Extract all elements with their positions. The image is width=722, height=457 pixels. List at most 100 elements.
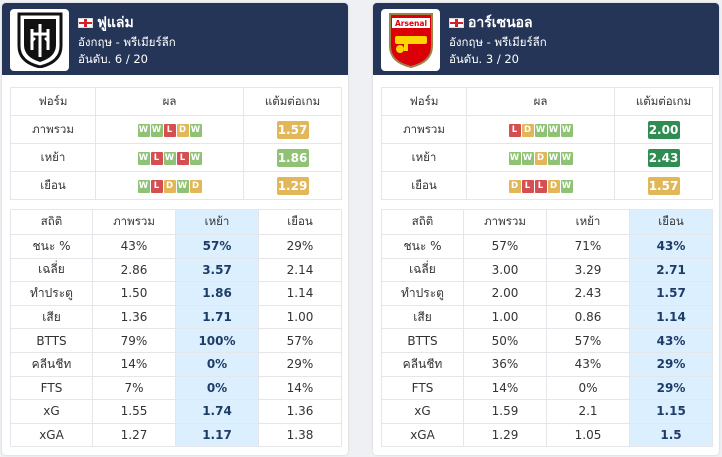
stat-label: BTTS — [10, 328, 93, 353]
form-row: เยือน D L L D W 1.57 — [381, 171, 713, 200]
form-label: เหย้า — [381, 143, 467, 172]
team-name[interactable]: ฟูแล่ม — [97, 15, 134, 31]
form-label: เยือน — [10, 171, 96, 200]
result-badge: L — [163, 123, 176, 137]
stat-value: 1.71 — [175, 304, 259, 330]
stat-value: 0% — [175, 375, 259, 401]
stat-value: 1.38 — [258, 422, 342, 448]
stat-label: FTS — [10, 375, 93, 401]
result-badge: D — [534, 151, 547, 165]
stat-value: 57% — [258, 328, 342, 353]
stats-row: เสีย 1.00 0.86 1.14 — [381, 304, 713, 330]
team-header: ฟูแล่ม อังกฤษ - พรีเมียร์ลีก อันดับ. 6 /… — [2, 3, 348, 75]
stats-row: ทำประตู 2.00 2.43 1.57 — [381, 281, 713, 306]
result-badge: W — [137, 151, 150, 165]
stat-value: 3.00 — [463, 257, 547, 283]
stat-value: 1.36 — [258, 399, 342, 424]
stat-value: 1.14 — [258, 281, 342, 306]
result-badge: W — [560, 151, 573, 165]
result-badge: W — [176, 179, 189, 193]
stat-value: 1.14 — [629, 304, 713, 330]
stat-label: xG — [10, 399, 93, 424]
points-per-game-badge: 1.86 — [276, 148, 309, 167]
stat-label: ชนะ % — [381, 234, 464, 259]
stats-row: BTTS 50% 57% 43% — [381, 328, 713, 353]
stats-header: สถิติ — [381, 209, 464, 235]
result-badge: W — [534, 123, 547, 137]
stats-row: เฉลี่ย 3.00 3.29 2.71 — [381, 257, 713, 283]
stat-value: 1.57 — [629, 281, 713, 306]
stat-value: 43% — [92, 234, 176, 259]
stats-row: เสีย 1.36 1.71 1.00 — [10, 304, 342, 330]
stats-header[interactable]: ภาพรวม — [463, 209, 547, 235]
points-header: แต้มต่อเกม — [243, 87, 342, 116]
stat-value: 43% — [629, 328, 713, 353]
form-label: ภาพรวม — [10, 115, 96, 144]
stats-header[interactable]: เหย้า — [175, 209, 259, 235]
stat-value: 1.15 — [629, 399, 713, 424]
stat-value: 1.00 — [258, 304, 342, 330]
stats-row: xGA 1.29 1.05 1.5 — [381, 422, 713, 448]
stat-value: 36% — [463, 351, 547, 377]
stats-row: xG 1.59 2.1 1.15 — [381, 399, 713, 424]
stats-row: คลีนชีท 14% 0% 29% — [10, 351, 342, 377]
points-cell: 1.57 — [243, 115, 342, 144]
stat-value: 2.14 — [258, 257, 342, 283]
result-badge: L — [534, 179, 547, 193]
league-rank: อันดับ. 3 / 20 — [449, 52, 519, 66]
points-cell: 2.00 — [614, 115, 713, 144]
stat-label: ทำประตู — [381, 281, 464, 306]
result-badge: W — [137, 123, 150, 137]
result-badge: W — [560, 123, 573, 137]
stats-row: BTTS 79% 100% 57% — [10, 328, 342, 353]
stat-label: BTTS — [381, 328, 464, 353]
stat-value: 1.74 — [175, 399, 259, 424]
stats-header[interactable]: ภาพรวม — [92, 209, 176, 235]
form-row: เยือน W L D W D 1.29 — [10, 171, 342, 200]
stat-value: 2.43 — [546, 281, 630, 306]
stats-header[interactable]: เหย้า — [546, 209, 630, 235]
form-row: ภาพรวม L D W W W 2.00 — [381, 115, 713, 144]
team-card-fulham: ฟูแล่ม อังกฤษ - พรีเมียร์ลีก อันดับ. 6 /… — [2, 3, 348, 455]
stats-row: xGA 1.27 1.17 1.38 — [10, 422, 342, 448]
team-header: Arsenal อาร์เซนอล อังกฤษ - พรีเมียร์ลีก … — [373, 3, 719, 75]
stats-row: xG 1.55 1.74 1.36 — [10, 399, 342, 424]
england-flag-icon — [78, 18, 93, 28]
result-badge: W — [150, 123, 163, 137]
stats-header-row: สถิติ ภาพรวม เหย้า เยือน — [10, 209, 342, 235]
arsenal-crest-icon: Arsenal — [381, 9, 440, 71]
stats-header[interactable]: เยือน — [629, 209, 713, 235]
stats-row: ทำประตู 1.50 1.86 1.14 — [10, 281, 342, 306]
form-table: ฟอร์ม ผล แต้มต่อเกม ภาพรวม W W L D W 1.57 เหย้า… — [10, 87, 342, 200]
stat-value: 29% — [629, 375, 713, 401]
form-row: เหย้า W L W L W 1.86 — [10, 143, 342, 172]
stat-label: คลีนชีท — [381, 351, 464, 377]
stats-header[interactable]: เยือน — [258, 209, 342, 235]
form-header: ฟอร์ม — [10, 87, 96, 116]
stat-value: 2.00 — [463, 281, 547, 306]
stat-value: 14% — [463, 375, 547, 401]
points-cell: 1.86 — [243, 143, 342, 172]
form-row: ภาพรวม W W L D W 1.57 — [10, 115, 342, 144]
result-badge: D — [521, 123, 534, 137]
result-badge: W — [163, 151, 176, 165]
team-name[interactable]: อาร์เซนอล — [468, 15, 533, 31]
stats-row: ชนะ % 43% 57% 29% — [10, 234, 342, 259]
stat-value: 1.86 — [175, 281, 259, 306]
stat-value: 43% — [629, 234, 713, 259]
fulham-crest-icon — [10, 9, 69, 71]
stat-value: 29% — [258, 234, 342, 259]
stat-value: 71% — [546, 234, 630, 259]
stat-value: 1.17 — [175, 422, 259, 448]
result-badge: L — [508, 123, 521, 137]
stat-value: 7% — [92, 375, 176, 401]
stat-label: xGA — [381, 422, 464, 448]
arsenal-crest-text: Arsenal — [394, 19, 426, 28]
points-per-game-badge: 1.57 — [647, 176, 680, 195]
stats-row: ชนะ % 57% 71% 43% — [381, 234, 713, 259]
